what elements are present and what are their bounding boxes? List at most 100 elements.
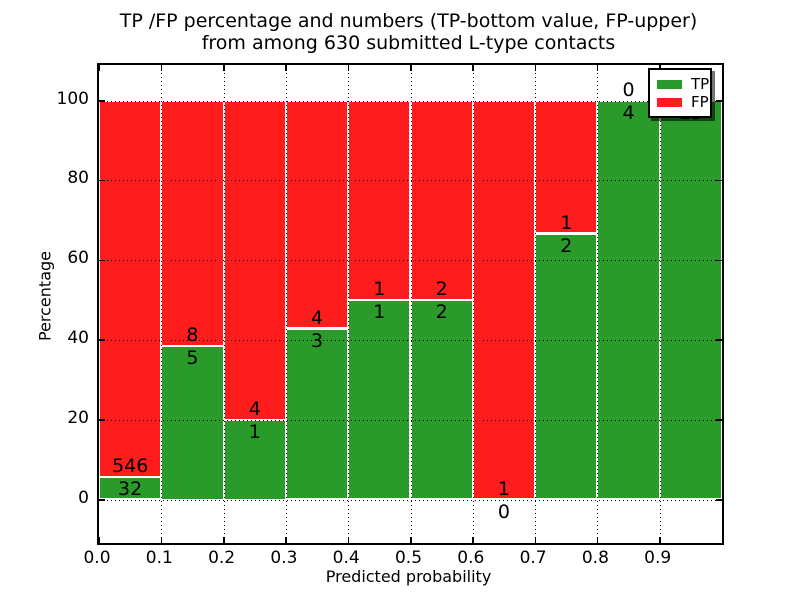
tick-right-0 bbox=[716, 499, 722, 501]
x-tick-label-0.7: 0.7 bbox=[519, 548, 547, 568]
x-tick-label-0.0: 0.0 bbox=[83, 548, 111, 568]
tick-right-40 bbox=[716, 339, 722, 341]
annotation-fp-bin7: 1 bbox=[560, 211, 573, 234]
bar-segment-fp-bin2 bbox=[223, 100, 286, 420]
tick-bottom-0.5 bbox=[410, 537, 412, 543]
annotation-tp-bin7: 2 bbox=[560, 234, 573, 257]
tick-left-100 bbox=[99, 100, 105, 102]
gridline-x-0.3 bbox=[285, 65, 287, 543]
tick-right-80 bbox=[716, 179, 722, 182]
tick-top-0.6 bbox=[472, 65, 474, 71]
annotation-fp-bin4: 1 bbox=[373, 278, 386, 300]
annotation-fp-bin5: 2 bbox=[435, 278, 448, 300]
legend-swatch-tp bbox=[657, 79, 682, 89]
tick-bottom-0.9 bbox=[659, 537, 661, 543]
tick-bottom-0.7 bbox=[534, 537, 537, 543]
y-tick-label-20: 20 bbox=[67, 407, 89, 428]
gridline-x-0.1 bbox=[161, 65, 163, 543]
bar-segment-tp-bin8 bbox=[597, 100, 660, 500]
bar-segment-fp-bin7 bbox=[535, 100, 598, 234]
tick-left-40 bbox=[99, 339, 105, 341]
bar-segment-fp-bin0 bbox=[99, 100, 162, 478]
tick-bottom-0.4 bbox=[347, 537, 350, 543]
tick-top-0.8 bbox=[596, 65, 599, 71]
tick-bottom-0.8 bbox=[596, 537, 599, 543]
annotation-tp-bin2: 1 bbox=[248, 420, 261, 443]
annotation-tp-bin5: 2 bbox=[435, 301, 448, 323]
tick-top-0.1 bbox=[160, 65, 163, 71]
x-tick-label-0.4: 0.4 bbox=[332, 548, 360, 568]
bar-segment-fp-bin4 bbox=[348, 100, 411, 300]
annotation-tp-bin0: 32 bbox=[118, 478, 143, 501]
tick-left-60 bbox=[99, 259, 105, 262]
tick-bottom-0.6 bbox=[472, 537, 474, 543]
tick-right-60 bbox=[716, 259, 722, 262]
annotation-fp-bin2: 4 bbox=[248, 397, 261, 420]
gridline-x-0.5 bbox=[410, 65, 412, 543]
annotation-tp-bin8: 4 bbox=[622, 101, 635, 124]
tick-left-0 bbox=[99, 499, 105, 501]
annotation-tp-bin4: 1 bbox=[373, 301, 386, 323]
tick-left-80 bbox=[99, 179, 105, 182]
tick-bottom-0.1 bbox=[160, 537, 163, 543]
annotation-fp-bin0: 546 bbox=[112, 455, 149, 478]
gridline-x-0.6 bbox=[472, 65, 474, 543]
gridline-x-0.8 bbox=[597, 65, 599, 543]
y-tick-label-40: 40 bbox=[67, 327, 89, 348]
bar-segment-fp-bin3 bbox=[285, 100, 349, 329]
legend-item-tp: TP bbox=[657, 75, 710, 93]
annotation-fp-bin3: 4 bbox=[310, 306, 324, 329]
annotation-fp-bin1: 8 bbox=[186, 324, 199, 347]
x-tick-label-0.8: 0.8 bbox=[581, 548, 609, 568]
x-tick-label-0.5: 0.5 bbox=[394, 548, 423, 568]
y-tick-label-60: 60 bbox=[67, 248, 89, 269]
chart-title-line2: from among 630 submitted L-type contacts bbox=[201, 32, 616, 54]
gridline-x-0.2 bbox=[223, 65, 225, 543]
tick-bottom-0.3 bbox=[285, 537, 287, 543]
legend-swatch-fp bbox=[657, 97, 682, 107]
bar-segment-tp-bin7 bbox=[535, 233, 598, 500]
x-axis-label: Predicted probability bbox=[325, 567, 492, 586]
x-tick-label-0.1: 0.1 bbox=[145, 548, 173, 568]
tick-top-0.4 bbox=[347, 65, 350, 71]
tick-top-0.2 bbox=[223, 65, 225, 71]
tick-top-0.0 bbox=[98, 65, 100, 71]
tick-bottom-0.2 bbox=[223, 537, 225, 543]
bar-segment-fp-bin5 bbox=[410, 100, 473, 300]
legend: TP FP bbox=[648, 68, 712, 118]
y-tick-label-0: 0 bbox=[78, 487, 89, 508]
gridline-x-0.7 bbox=[535, 65, 537, 543]
bar-segment-tp-bin5 bbox=[410, 300, 473, 500]
tick-top-0.3 bbox=[285, 65, 287, 71]
y-tick-label-100: 100 bbox=[56, 88, 89, 109]
bar-segment-tp-bin2 bbox=[223, 419, 286, 500]
legend-label-fp: FP bbox=[691, 93, 709, 111]
tick-bottom-0.0 bbox=[98, 537, 100, 543]
x-tick-label-0.6: 0.6 bbox=[457, 548, 485, 568]
legend-label-tp: TP bbox=[691, 75, 710, 93]
bar-segment-fp-bin1 bbox=[161, 100, 224, 347]
tick-top-0.5 bbox=[410, 65, 412, 71]
tick-right-20 bbox=[716, 419, 722, 421]
chart-title-line1: TP /FP percentage and numbers (TP-bottom… bbox=[119, 10, 698, 32]
annotation-tp-bin3: 3 bbox=[310, 329, 324, 352]
bar-segment-fp-bin6 bbox=[472, 100, 536, 500]
chart-title: TP /FP percentage and numbers (TP-bottom… bbox=[97, 10, 720, 54]
x-tick-label-0.3: 0.3 bbox=[270, 548, 298, 568]
annotation-tp-bin1: 5 bbox=[186, 347, 199, 370]
gridline-x-0.9 bbox=[659, 65, 661, 543]
bar-segment-tp-bin9 bbox=[659, 100, 722, 500]
bar-segment-tp-bin0 bbox=[99, 477, 162, 500]
bar-segment-tp-bin4 bbox=[348, 300, 411, 500]
x-tick-label-0.9: 0.9 bbox=[644, 548, 672, 568]
legend-item-fp: FP bbox=[657, 93, 710, 111]
annotation-fp-bin8: 0 bbox=[622, 78, 635, 101]
y-tick-label-80: 80 bbox=[67, 168, 89, 189]
tick-top-0.7 bbox=[534, 65, 537, 71]
bar-segment-tp-bin1 bbox=[161, 346, 224, 500]
x-tick-label-0.2: 0.2 bbox=[208, 548, 236, 568]
gridline-x-0.4 bbox=[348, 65, 350, 543]
bar-segment-tp-bin3 bbox=[285, 328, 349, 500]
